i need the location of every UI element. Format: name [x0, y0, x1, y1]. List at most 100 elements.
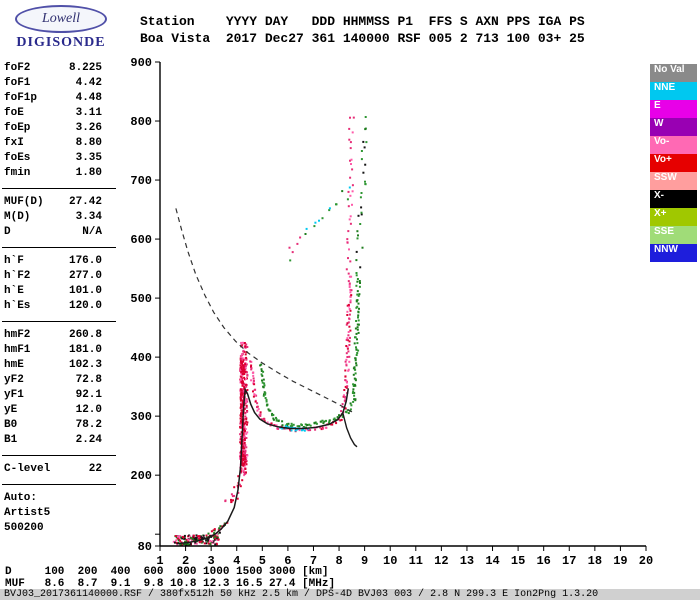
echo-dot	[243, 437, 246, 440]
echo-dot	[245, 437, 248, 439]
echo-dot	[240, 373, 243, 376]
param-row-fmin: fmin 1.80	[0, 167, 106, 182]
echo-dot	[349, 176, 352, 179]
echo-dot	[347, 272, 350, 275]
logo-oval: Lowell	[15, 5, 107, 33]
echo-dot	[245, 459, 248, 462]
echo-dot	[328, 421, 330, 424]
echo-dot	[306, 428, 309, 431]
echo-dot	[251, 371, 254, 374]
echo-dot	[240, 366, 243, 369]
echo-dot	[175, 536, 178, 539]
echo-dot	[275, 419, 278, 422]
echo-dot	[348, 325, 351, 328]
echo-dot	[258, 413, 261, 416]
echo-dot	[362, 140, 365, 143]
param-row-h-e: h`E 101.0	[0, 285, 106, 300]
echo-dot	[349, 194, 352, 197]
echo-dot	[348, 313, 351, 316]
echo-dot	[260, 373, 263, 376]
echo-dot	[335, 203, 338, 206]
echo-dot	[250, 368, 253, 371]
echo-dot	[178, 535, 181, 538]
echo-dot	[260, 370, 263, 372]
echo-dot	[356, 352, 359, 354]
echo-dot	[244, 422, 247, 425]
echo-dot	[275, 424, 278, 427]
echo-dot	[341, 415, 344, 418]
echo-dot	[290, 429, 293, 432]
echo-dot	[240, 470, 243, 473]
echo-dot	[245, 371, 248, 374]
echo-dot	[240, 353, 243, 356]
echo-dot	[216, 535, 219, 538]
echo-dot	[239, 433, 242, 436]
echo-dot	[346, 339, 349, 342]
echo-dot	[355, 332, 358, 335]
legend-item-nne: NNE	[650, 82, 697, 100]
echo-dot	[277, 420, 280, 422]
echo-dot	[242, 459, 245, 462]
echo-dot	[189, 542, 192, 545]
echo-dot	[245, 404, 248, 407]
echo-dot	[209, 540, 211, 542]
echo-dot	[354, 399, 357, 402]
echo-dot	[241, 357, 244, 360]
echo-dot	[202, 534, 205, 537]
echo-dot	[200, 541, 203, 544]
echo-dot	[353, 394, 356, 397]
echo-dot	[320, 428, 323, 431]
echo-dot	[263, 393, 265, 396]
echo-dot	[266, 403, 269, 406]
echo-dot	[185, 540, 188, 543]
echo-dot	[319, 420, 322, 423]
echo-dot	[290, 422, 293, 425]
echo-dot	[288, 246, 291, 249]
echo-dot	[213, 529, 216, 532]
echo-dot	[241, 368, 244, 371]
echo-dot	[245, 463, 248, 466]
echo-dot	[289, 425, 292, 428]
echo-dot	[216, 536, 219, 539]
echo-dot	[341, 403, 344, 406]
echo-dot	[250, 379, 253, 382]
echo-dot	[344, 397, 347, 400]
echo-dot	[261, 379, 263, 382]
echo-dot	[347, 334, 350, 337]
echo-dot	[351, 203, 353, 206]
echo-dot	[353, 368, 356, 371]
echo-dot	[356, 293, 359, 296]
echo-dot	[242, 452, 245, 455]
echo-dot	[240, 471, 243, 474]
echo-dot	[243, 429, 246, 431]
muf-row: MUF 8.6 8.7 9.1 9.8 10.8 12.3 16.5 27.4 …	[5, 578, 336, 590]
x-tick-label: 8	[335, 554, 342, 568]
echo-dot	[240, 412, 243, 414]
echo-dot	[198, 535, 201, 538]
echo-dot	[254, 388, 257, 391]
param-label: foF2	[4, 62, 31, 74]
echo-dot	[188, 543, 191, 546]
echo-dot	[213, 535, 216, 538]
echo-dot	[354, 327, 357, 330]
param-row-fof1p: foF1p 4.48	[0, 92, 106, 107]
echo-dot	[356, 305, 359, 308]
echo-dot	[244, 363, 247, 366]
line-artist-fitted-trace	[176, 387, 350, 545]
echo-dot	[250, 367, 253, 370]
echo-dot	[252, 390, 254, 393]
scaled-parameters-panel: foF2 8.225 foF1 4.42 foF1p 4.48 foE 3.11 foEp 3.2…	[0, 62, 118, 537]
echo-dot	[193, 539, 196, 541]
echo-dot	[346, 314, 349, 316]
echo-dot	[236, 497, 239, 500]
param-label: D	[4, 226, 11, 238]
echo-dot	[175, 539, 178, 542]
echo-dot	[250, 365, 252, 368]
echo-dot	[240, 381, 243, 384]
echo-dot	[185, 538, 188, 541]
echo-dot	[250, 364, 253, 367]
echo-dot	[245, 378, 247, 380]
param-row-yf1: yF1 92.1	[0, 389, 106, 404]
echo-dot	[352, 367, 355, 370]
echo-dot	[267, 408, 270, 411]
